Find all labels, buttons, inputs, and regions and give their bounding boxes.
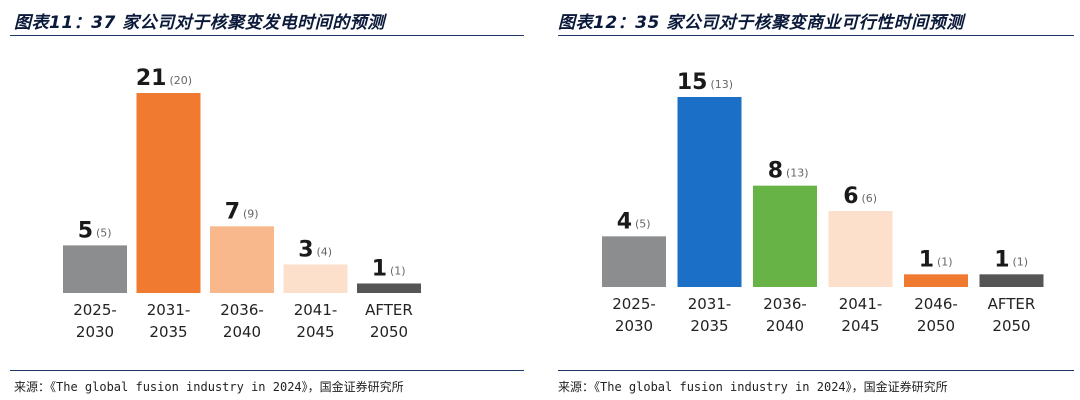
x-tick-label: 2045 [296, 323, 334, 341]
previous-value-label: (1) [1013, 255, 1029, 268]
bar [283, 264, 348, 293]
data-label: 8 [768, 159, 783, 184]
bar [979, 274, 1044, 287]
data-label: 4 [617, 209, 632, 234]
x-tick-label: 2045 [841, 317, 879, 335]
previous-value-label: (1) [390, 264, 406, 277]
data-label: 1 [994, 247, 1009, 272]
x-tick-label: 2050 [917, 317, 955, 335]
source-note: 来源：《The global fusion industry in 2024》，… [14, 380, 404, 394]
x-tick-label: 2050 [992, 317, 1030, 335]
data-label: 1 [919, 247, 934, 272]
source-note: 来源：《The global fusion industry in 2024》，… [558, 380, 948, 394]
data-label: 5 [78, 218, 93, 243]
x-tick-label: 2036- [220, 301, 264, 319]
x-tick-label: 2041- [294, 301, 338, 319]
chart-title: 图表11：37 家公司对于核聚变发电时间的预测 [14, 13, 385, 33]
data-label: 21 [136, 66, 167, 91]
previous-value-label: (5) [635, 217, 651, 230]
x-tick-label: 2031- [688, 295, 732, 313]
title-divider [10, 35, 524, 36]
x-tick-label: 2031- [147, 301, 191, 319]
bar [63, 245, 127, 293]
x-tick-label: 2041- [839, 295, 883, 313]
x-tick-label: 2030 [615, 317, 653, 335]
source-divider [10, 370, 524, 371]
chart-panel-commercial-viability: 图表12：35 家公司对于核聚变商业可行性时间预测 4 (5) 2025- 2030 1… [548, 0, 1080, 400]
chart-title: 图表12：35 家公司对于核聚变商业可行性时间预测 [558, 13, 964, 33]
source-divider [558, 370, 1074, 371]
previous-value-label: (9) [243, 207, 259, 220]
data-label: 6 [843, 184, 858, 209]
x-tick-label: 2046- [914, 295, 958, 313]
data-label: 7 [225, 199, 240, 224]
previous-value-label: (13) [786, 167, 809, 180]
x-tick-label: 2025- [612, 295, 656, 313]
x-tick-label: 2035 [690, 317, 728, 335]
x-tick-label: 2040 [223, 323, 261, 341]
bar [677, 97, 742, 287]
bar [602, 236, 666, 287]
chart-panel-fusion-power: 图表11：37 家公司对于核聚变发电时间的预测 5 (5) 2025- 2030 21(… [0, 0, 530, 400]
previous-value-label: (6) [862, 192, 878, 205]
x-tick-label: 2040 [766, 317, 804, 335]
data-label: 1 [372, 256, 387, 281]
x-tick-label: 2030 [76, 323, 114, 341]
bar [357, 283, 421, 293]
data-label: 15 [677, 70, 708, 95]
previous-value-label: (20) [170, 74, 193, 87]
data-label: 3 [298, 237, 313, 262]
bar-chart-power-generation: 5 (5) 2025- 2030 21 (20) 2031- 2035 7 (9) 2036- 204… [63, 66, 421, 341]
bar [828, 211, 893, 287]
previous-value-label: (4) [317, 245, 333, 258]
previous-value-label: (13) [711, 78, 734, 91]
x-tick-label: 2036- [763, 295, 807, 313]
previous-value-label: (1) [937, 255, 953, 268]
x-tick-label: 2025- [73, 301, 117, 319]
bar [753, 185, 817, 287]
x-tick-label: AFTER [988, 295, 1036, 313]
previous-value-label: (5) [96, 226, 112, 239]
bar [904, 274, 968, 287]
x-tick-label: 2050 [370, 323, 408, 341]
bar [210, 226, 274, 293]
x-tick-label: AFTER [365, 301, 413, 319]
title-divider [558, 35, 1074, 36]
bar [136, 93, 201, 293]
x-tick-label: 2035 [149, 323, 187, 341]
